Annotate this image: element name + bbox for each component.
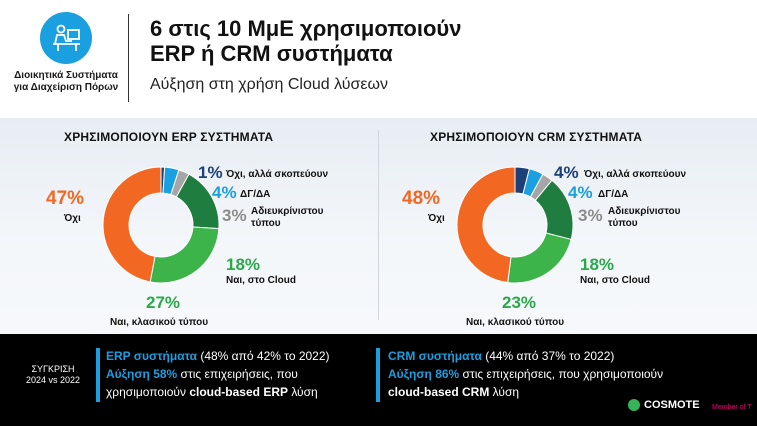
comparison-line1: ΣΥΓΚΡΙΣΗ [31, 364, 75, 374]
crm-plan-value: 4% [554, 163, 579, 182]
logo-label: Διοικητικά Συστήματα για Διαχείριση Πόρω… [10, 70, 122, 94]
crm-no-label: Όχι [428, 213, 445, 224]
erp-no-value: 47% [46, 188, 85, 209]
crm-dk-value: 4% [568, 183, 593, 202]
erp-plan-value: 1% [198, 163, 223, 182]
header-divider [128, 14, 129, 102]
crm-no-value: 48% [402, 188, 441, 209]
cosmote-wordmark: COSMOTE [644, 399, 700, 411]
telekom-logo: Member of T [712, 404, 752, 411]
crm-line3-bold: cloud-based CRM [388, 385, 490, 399]
donut-slice-1-4 [507, 232, 572, 284]
crm-cloud-value: 18% [580, 255, 615, 274]
donut-slice-0-4 [149, 226, 220, 284]
crm-cloud-label: Ναι, στο Cloud [580, 275, 650, 286]
erp-cloud-value: 18% [226, 255, 261, 274]
comparison-label: ΣΥΓΚΡΙΣΗ 2024 vs 2022 [18, 364, 88, 386]
cosmote-logo: COSMOTE [628, 399, 700, 411]
erp-line3-pre: χρησιμοποιούν [106, 385, 190, 399]
erp-line3-post: λύση [288, 385, 318, 399]
logo-label-line2: για Διαχείριση Πόρων [13, 82, 119, 93]
page-title: 6 στις 10 ΜμΕ χρησιμοποιούν ERP ή CRM συ… [150, 16, 461, 66]
crm-line3-post: λύση [489, 385, 520, 399]
panel-divider [378, 130, 379, 320]
erp-unspec-value: 3% [222, 206, 247, 225]
erp-cloud-label: Ναι, στο Cloud [226, 275, 296, 286]
crm-donut-chart [456, 166, 574, 284]
erp-line3: χρησιμοποιούν cloud-based ERP λύση [106, 384, 318, 401]
erp-no-label: Όχι [64, 213, 81, 224]
donut-slice-0-5 [102, 166, 162, 283]
crm-line1: CRM συστήματα (44% από 37% το 2022) [388, 348, 614, 365]
crm-growth-rest: στις επιχειρήσεις, που χρησιμοποιούν [459, 367, 664, 381]
comparison-footer: ΣΥΓΚΡΙΣΗ 2024 vs 2022 ERP συστήματα (48%… [0, 334, 757, 426]
crm-unspec-label: Αδιευκρίνιστου τύπου [608, 206, 681, 229]
crm-detail: (44% από 37% το 2022) [481, 349, 615, 363]
erp-growth-rest: στις επιχειρήσεις, που [177, 367, 298, 381]
title-line2: ERP ή CRM συστήματα [150, 41, 393, 66]
crm-classic-value: 23% [502, 293, 537, 312]
erp-line3-bold: cloud-based ERP [189, 385, 288, 399]
erp-classic-label: Ναι, κλασικού τύπου [110, 317, 209, 328]
logo-label-line1: Διοικητικά Συστήματα [14, 70, 118, 81]
comparison-line2: 2024 vs 2022 [25, 375, 81, 385]
crm-line2: Αύξηση 86% στις επιχειρήσεις, που χρησιμ… [388, 366, 663, 383]
cosmote-logo-icon [628, 399, 640, 411]
erp-detail: (48% από 42% το 2022) [197, 349, 330, 363]
erp-chart-title: ΧΡΗΣΙΜΟΠΟΙΟΥΝ ERP ΣΥΣΤΗΜΑΤΑ [64, 130, 274, 144]
erp-plan-label: Όχι, αλλά σκοπεύουν [226, 169, 329, 180]
logo-badge [40, 12, 92, 64]
crm-plan-label: Όχι, αλλά σκοπεύουν [584, 169, 687, 180]
crm-name: CRM συστήματα [388, 349, 482, 363]
desk-user-icon [53, 24, 80, 51]
crm-chart-title: ΧΡΗΣΙΜΟΠΟΙΟΥΝ CRM ΣΥΣΤΗΜΑΤΑ [430, 130, 643, 144]
crm-dk-label: ΔΓ/ΔΑ [598, 189, 629, 200]
erp-growth: Αύξηση 58% [106, 367, 178, 381]
crm-accent-bar [376, 348, 380, 402]
header: Διοικητικά Συστήματα για Διαχείριση Πόρω… [0, 0, 757, 118]
donut-slice-1-5 [456, 166, 516, 284]
crm-unspec-value: 3% [578, 206, 603, 225]
crm-line3: cloud-based CRM λύση [388, 384, 519, 401]
title-line1: 6 στις 10 ΜμΕ χρησιμοποιούν [150, 16, 462, 41]
erp-donut-chart [102, 166, 220, 284]
crm-classic-label: Ναι, κλασικού τύπου [466, 317, 565, 328]
erp-line1: ERP συστήματα (48% από 42% το 2022) [106, 348, 330, 365]
erp-line2: Αύξηση 58% στις επιχειρήσεις, που [106, 366, 298, 383]
erp-accent-bar [96, 348, 100, 402]
erp-dk-value: 4% [212, 183, 237, 202]
charts-section: ΧΡΗΣΙΜΟΠΟΙΟΥΝ ERP ΣΥΣΤΗΜΑΤΑ ΧΡΗΣΙΜΟΠΟΙΟΥ… [0, 118, 757, 334]
erp-classic-value: 27% [146, 293, 181, 312]
page-subtitle: Αύξηση στη χρήση Cloud λύσεων [150, 76, 388, 93]
erp-dk-label: ΔΓ/ΔΑ [240, 189, 271, 200]
erp-name: ERP συστήματα [106, 349, 197, 363]
erp-unspec-label: Αδιευκρίνιστου τύπου [251, 206, 324, 229]
crm-growth: Αύξηση 86% [388, 367, 460, 381]
